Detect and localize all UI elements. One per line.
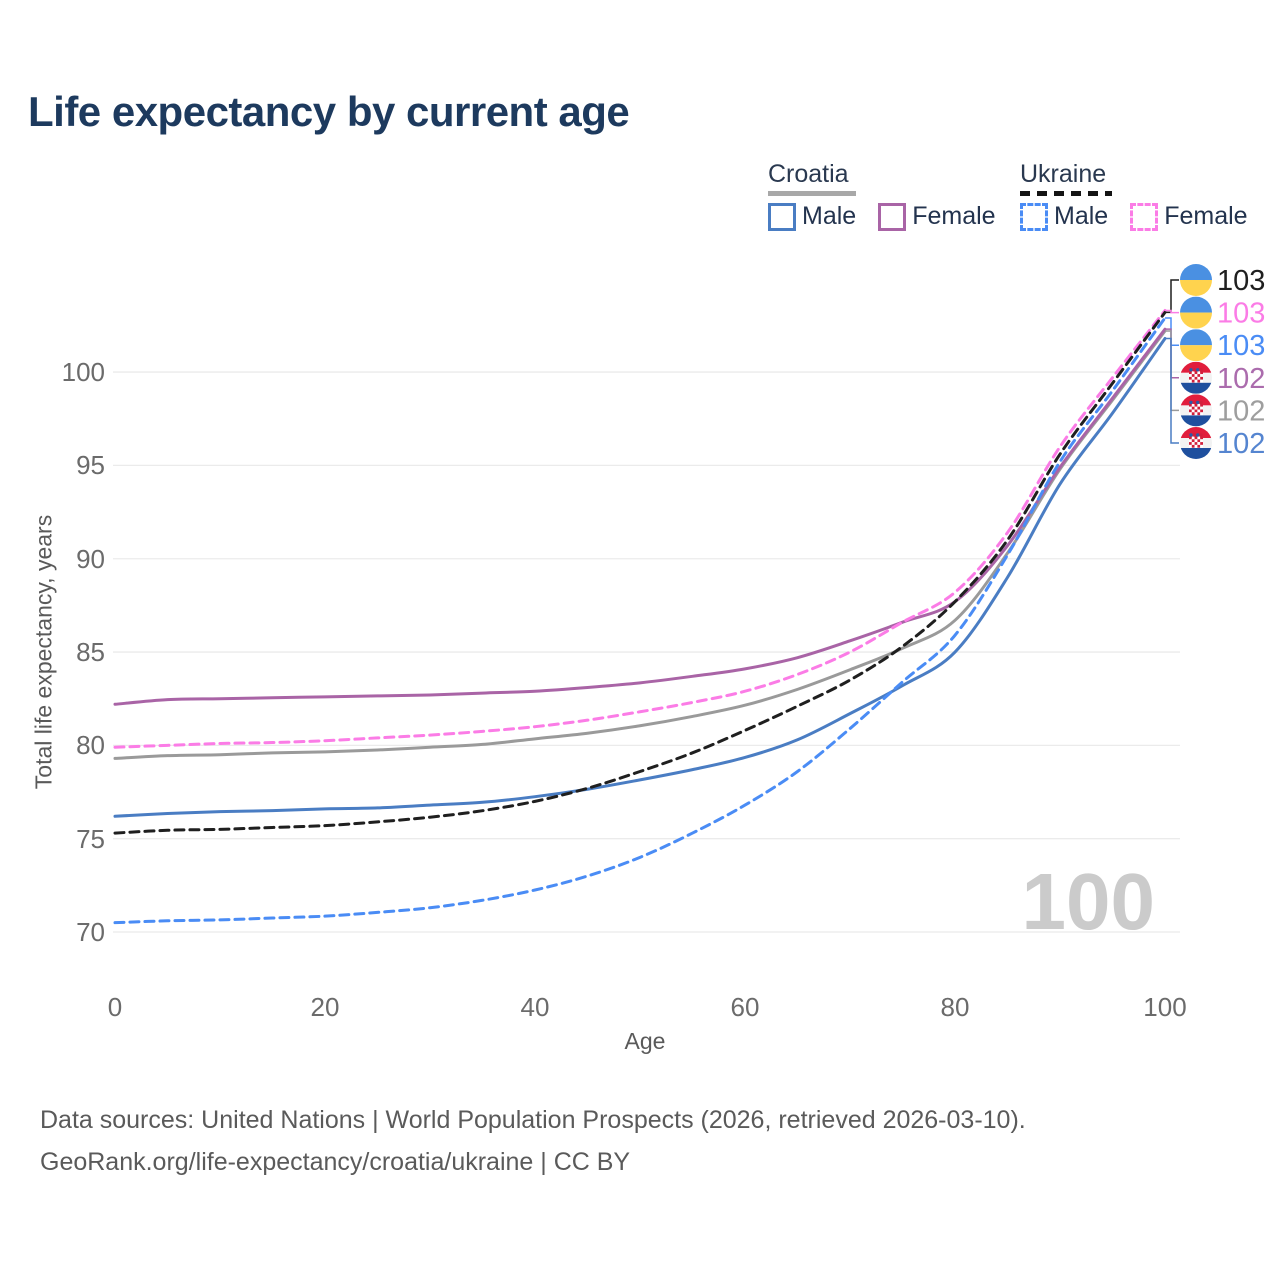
ukraine-flag-icon: [1180, 329, 1212, 362]
legend-ukraine-label: Ukraine: [1020, 160, 1107, 188]
y-tick-label: 90: [76, 543, 105, 574]
x-tick-label: 60: [730, 992, 760, 1022]
end-label-croatia-male: 102: [1180, 427, 1265, 460]
ukraine-female-swatch-icon: [1130, 202, 1159, 231]
series-line-ukraine-female[interactable]: [113, 308, 1167, 749]
legend-ukraine-line-swatch: [1020, 191, 1112, 196]
y-tick-label: 95: [76, 450, 105, 481]
ukraine-flag-icon: [1180, 296, 1212, 329]
series-line-ukraine-total[interactable]: [113, 310, 1167, 835]
end-label-croatia-total: 102: [1180, 394, 1265, 427]
legend-ukraine-male-label: Male: [1054, 202, 1109, 230]
leader-line-croatia-total: [1165, 330, 1179, 412]
y-tick-label: 75: [76, 823, 105, 854]
legend-croatia-label: Croatia: [768, 160, 849, 188]
leader-line-croatia-female: [1165, 328, 1179, 379]
leader-line-ukraine-total: [1165, 279, 1179, 314]
y-tick-label: 70: [76, 917, 105, 947]
end-value-ukraine-female: 103: [1217, 298, 1265, 330]
end-value-ukraine-total: 103: [1217, 265, 1265, 297]
legend-row-croatia: Male Female: [768, 202, 998, 231]
series-line-ukraine-male[interactable]: [113, 316, 1167, 925]
x-tick-label: 80: [940, 992, 970, 1022]
footer: Data sources: United Nations | World Pop…: [40, 1104, 1026, 1188]
end-label-ukraine-total: 103: [1180, 264, 1265, 297]
x-tick-label: 0: [107, 992, 123, 1022]
legend-item-croatia-male[interactable]: Male: [768, 202, 856, 231]
y-tick-label: 80: [76, 730, 105, 761]
croatia-flag-icon: [1180, 394, 1212, 427]
attribution-line: GeoRank.org/life-expectancy/croatia/ukra…: [40, 1148, 631, 1176]
legend-group-croatia[interactable]: Croatia: [768, 160, 856, 196]
y-tick-label: 100: [61, 357, 105, 388]
data-sources-line: Data sources: United Nations | World Pop…: [40, 1106, 1026, 1134]
x-tick-label: 20: [310, 992, 340, 1022]
legend-item-ukraine-male[interactable]: Male: [1020, 202, 1108, 231]
legend-croatia-line-swatch: [768, 191, 856, 196]
series-line-croatia-female[interactable]: [113, 327, 1167, 706]
end-label-croatia-female: 102: [1180, 361, 1265, 395]
croatia-female-swatch-icon: [878, 202, 907, 231]
croatia-male-swatch-icon: [768, 202, 796, 231]
series-line-croatia-male[interactable]: [113, 336, 1167, 818]
x-tick-label: 40: [520, 992, 550, 1022]
end-label-ukraine-male: 103: [1180, 329, 1265, 362]
ukraine-flag-icon: [1180, 264, 1212, 296]
legend-row-ukraine: Male Female: [1020, 202, 1260, 231]
end-value-croatia-male: 102: [1217, 428, 1265, 460]
legend-croatia-female-label: Female: [912, 202, 996, 230]
leader-line-croatia-male: [1165, 337, 1179, 444]
y-tick-label: 85: [76, 637, 105, 668]
croatia-flag-icon: [1180, 427, 1212, 459]
end-value-ukraine-male: 103: [1217, 330, 1265, 362]
end-value-croatia-total: 102: [1217, 395, 1265, 427]
hovered-age-watermark: 100: [1021, 857, 1155, 946]
x-axis-title: Age: [624, 1028, 666, 1054]
legend-group-ukraine[interactable]: Ukraine: [1020, 160, 1112, 196]
legend-item-ukraine-female[interactable]: Female: [1130, 202, 1248, 231]
end-value-croatia-female: 102: [1217, 363, 1265, 395]
leader-line-ukraine-female: [1165, 309, 1179, 314]
end-label-ukraine-female: 103: [1180, 296, 1265, 330]
x-tick-label: 100: [1143, 992, 1187, 1022]
chart-title: Life expectancy by current age: [28, 88, 630, 135]
legend-item-croatia-female[interactable]: Female: [878, 202, 996, 231]
legend-croatia-male-label: Male: [802, 202, 857, 230]
ukraine-male-swatch-icon: [1020, 202, 1048, 231]
legend-ukraine-female-label: Female: [1164, 202, 1248, 230]
croatia-flag-icon: [1180, 361, 1212, 394]
